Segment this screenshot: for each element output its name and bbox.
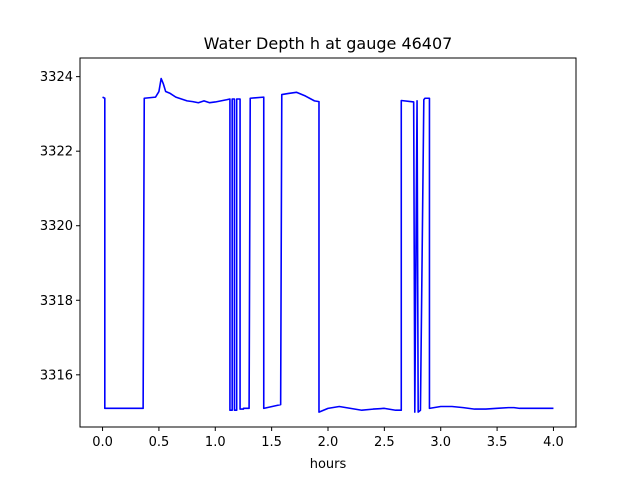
x-axis-label: hours [310, 457, 347, 472]
x-tick-label: 4.0 [543, 435, 564, 450]
x-tick-label: 2.0 [318, 435, 339, 450]
series-layer [102, 77, 554, 413]
y-tick-label: 3320 [40, 219, 73, 234]
y-tick-label: 3322 [40, 145, 73, 160]
chart-title: Water Depth h at gauge 46407 [204, 34, 453, 53]
x-tick-label: 0.5 [149, 435, 170, 450]
y-tick-label: 3316 [40, 368, 73, 383]
plot-area [80, 58, 576, 427]
y-tick-label: 3324 [40, 70, 73, 85]
x-tick-label: 0.0 [92, 435, 113, 450]
x-tick-label: 3.0 [430, 435, 451, 450]
series-line-0 [102, 77, 554, 413]
x-tick-label: 1.0 [205, 435, 226, 450]
y-tick-label: 3318 [40, 294, 73, 309]
x-tick-label: 1.5 [261, 435, 282, 450]
y-axis-ticks: 3316 3318 3320 3322 3324 [40, 70, 80, 383]
x-axis-ticks: 0.0 0.5 1.0 1.5 2.0 2.5 3.0 3.5 4.0 [92, 427, 564, 450]
x-tick-label: 2.5 [374, 435, 395, 450]
plot-frame [79, 57, 577, 428]
x-tick-label: 3.5 [487, 435, 508, 450]
